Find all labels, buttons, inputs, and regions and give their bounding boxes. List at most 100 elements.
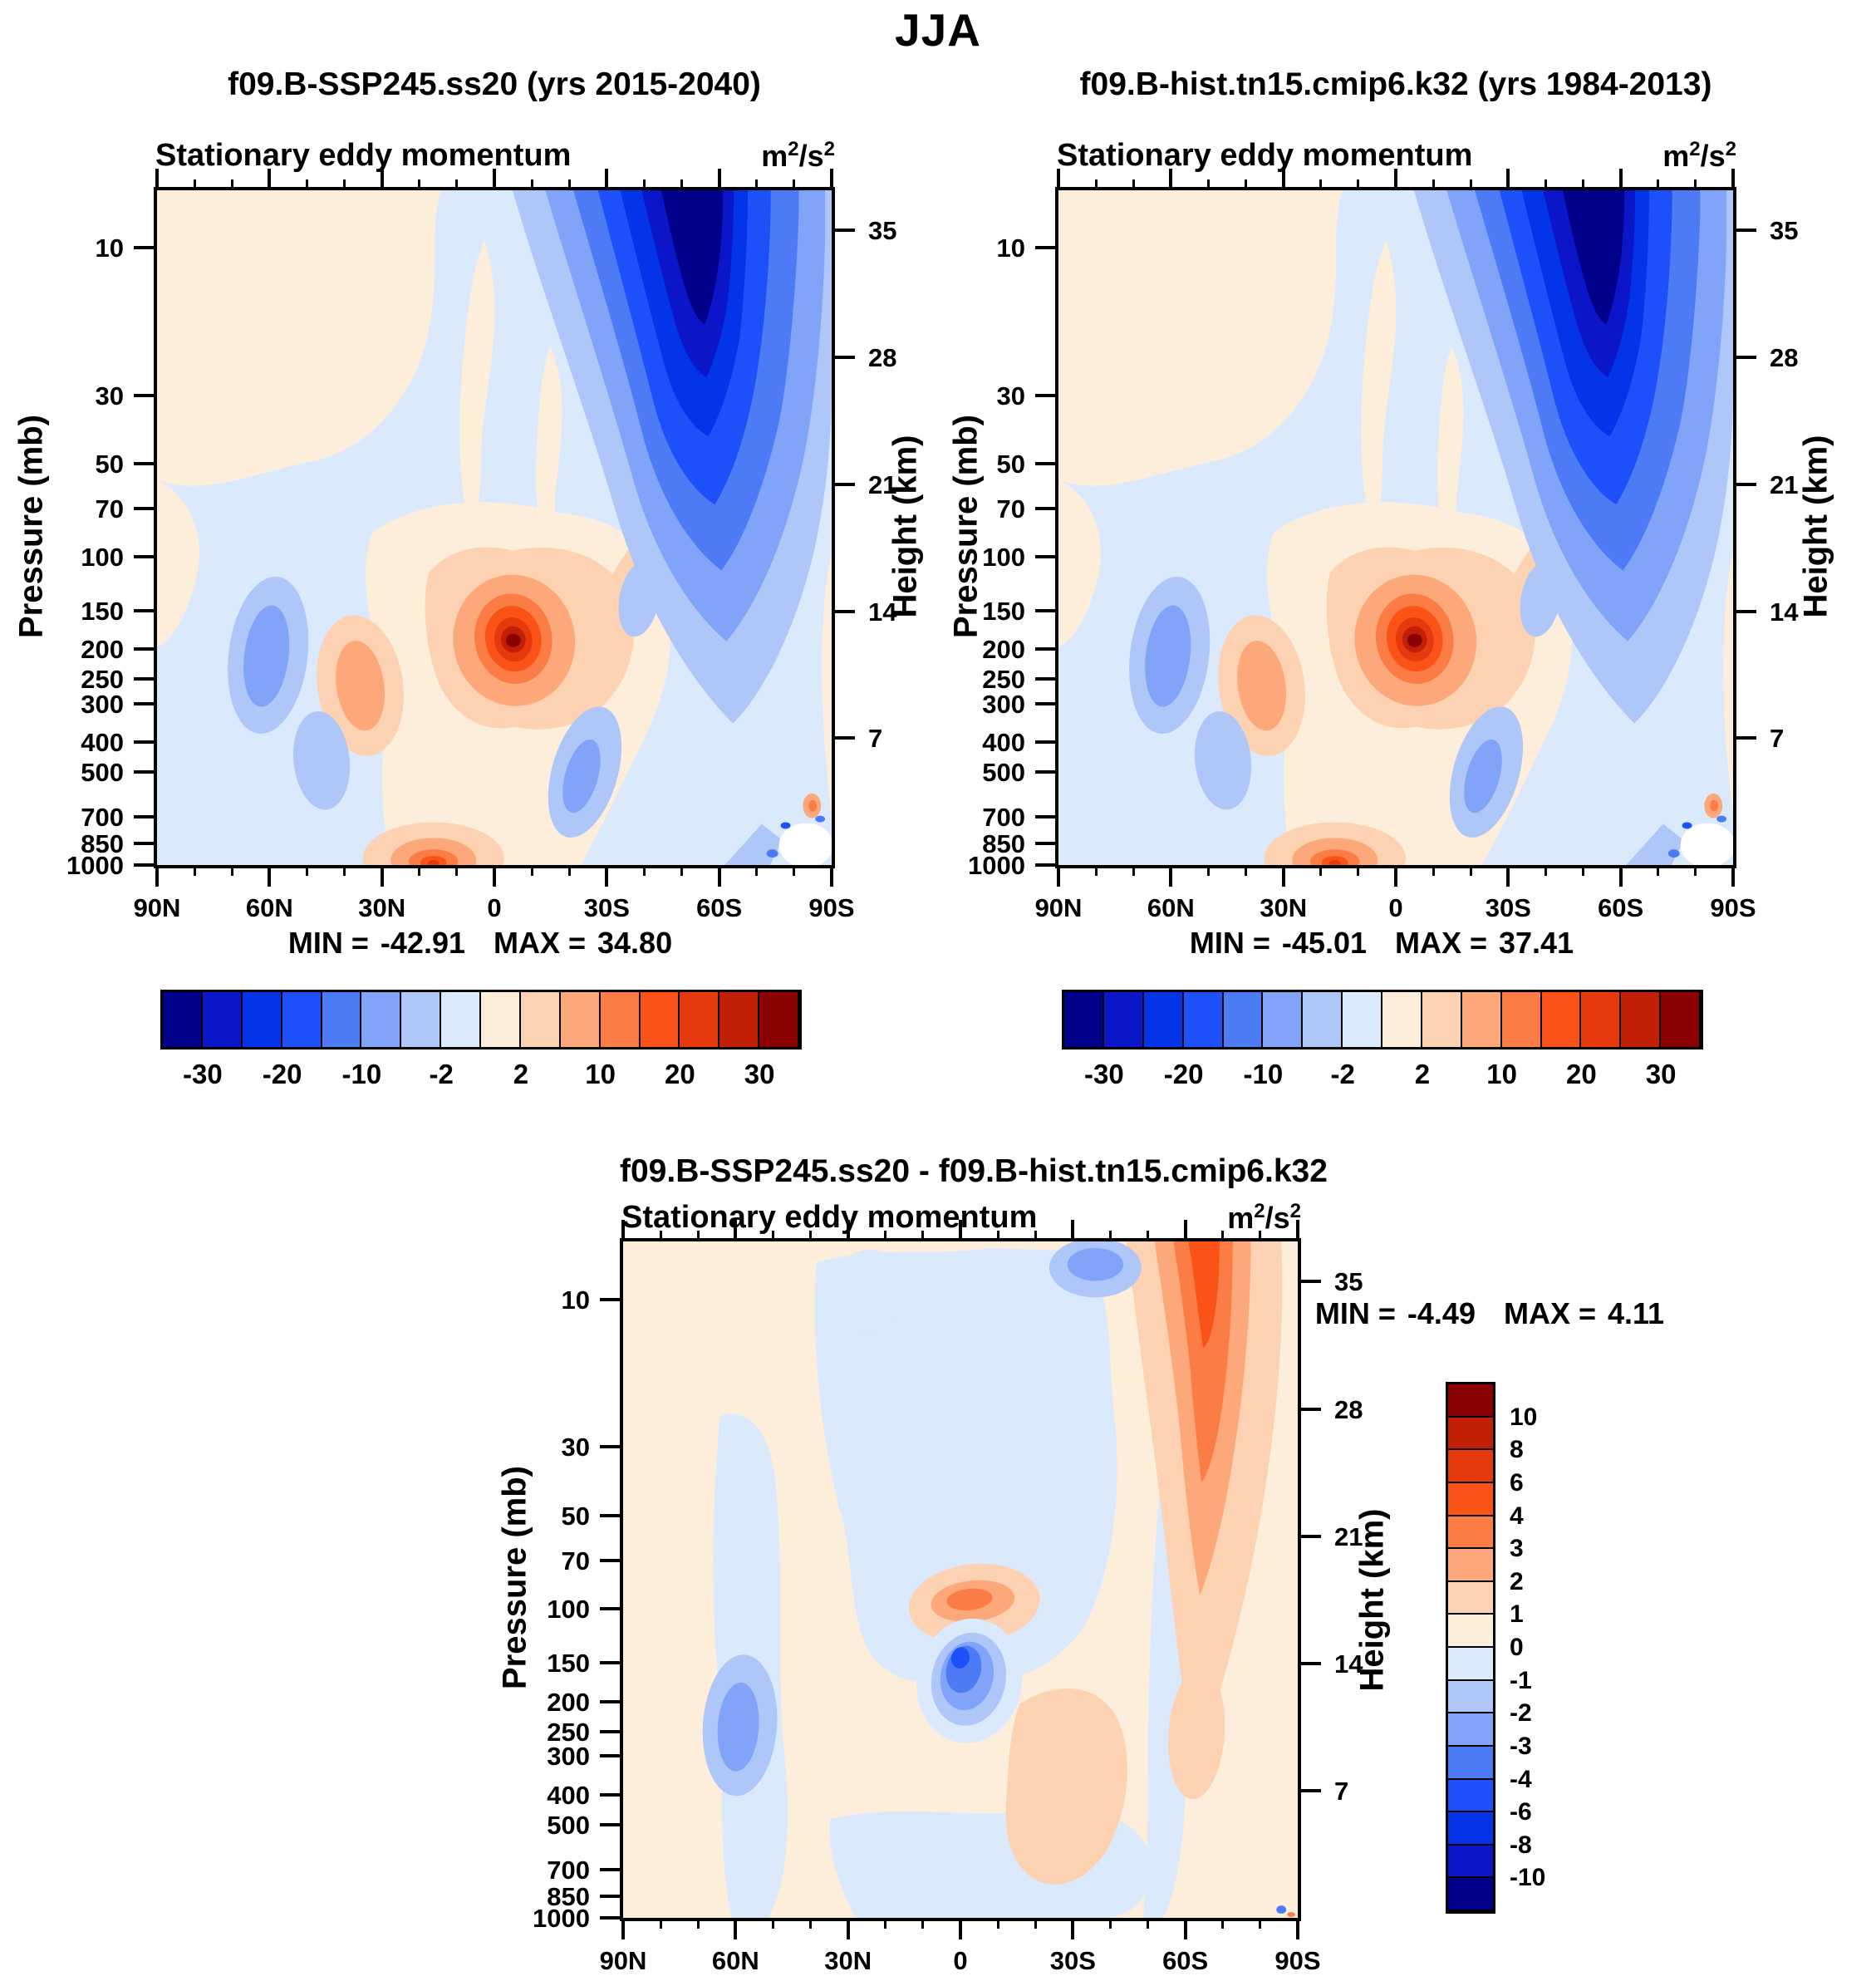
pressure-tick bbox=[1035, 507, 1058, 511]
pressure-tick bbox=[134, 507, 157, 511]
lat-major-tick bbox=[1296, 1220, 1299, 1241]
lat-tick-label: 0 bbox=[953, 1946, 968, 1975]
colorbar-label: 3 bbox=[1510, 1535, 1524, 1563]
colorbar-cell bbox=[520, 992, 561, 1047]
pressure-tick-label: 30 bbox=[996, 381, 1025, 410]
lat-major-tick bbox=[830, 865, 833, 887]
min-label: MIN = bbox=[287, 926, 369, 960]
pressure-axis-label-left: Pressure (mb) bbox=[12, 415, 50, 638]
panel-diff-minmax: MIN = -4.49 MAX = 4.11 bbox=[1282, 1296, 1697, 1331]
lat-tick-label: 30N bbox=[1260, 893, 1308, 922]
lat-major-tick bbox=[959, 1918, 962, 1939]
height-tick-label: 35 bbox=[1770, 216, 1799, 246]
lat-minor-tick bbox=[1432, 865, 1435, 876]
axis-lat-top bbox=[1057, 169, 1735, 865]
colorbar-cell bbox=[1343, 992, 1382, 1047]
lat-minor-tick bbox=[1469, 179, 1472, 190]
pressure-tick bbox=[600, 1661, 623, 1665]
pressure-tick-label: 250 bbox=[547, 1717, 590, 1747]
height-tick-label: 28 bbox=[1334, 1394, 1363, 1424]
lat-minor-tick bbox=[1206, 179, 1210, 190]
colorbar-cell bbox=[1448, 1878, 1493, 1911]
lat-minor-tick bbox=[1694, 865, 1697, 876]
pressure-tick bbox=[600, 1822, 623, 1826]
height-tick bbox=[1298, 1534, 1321, 1538]
lat-minor-tick bbox=[530, 179, 533, 190]
height-tick-label: 35 bbox=[1334, 1267, 1363, 1297]
height-tick-label: 7 bbox=[868, 724, 883, 754]
lat-major-tick bbox=[734, 1220, 738, 1241]
height-tick bbox=[1298, 1407, 1321, 1411]
lat-major-tick bbox=[1281, 169, 1285, 190]
height-tick bbox=[832, 609, 855, 613]
pressure-tick-label: 400 bbox=[81, 728, 124, 758]
colorbar-cell bbox=[1501, 992, 1542, 1047]
pressure-tick bbox=[134, 461, 157, 465]
colorbar-label: 30 bbox=[1645, 1059, 1677, 1089]
lat-minor-tick bbox=[884, 1231, 887, 1241]
lat-minor-tick bbox=[1094, 179, 1098, 190]
lat-major-tick bbox=[155, 169, 159, 190]
axis-lat-bottom: 90N 60N 30N 0 30S 60S 90S bbox=[134, 190, 855, 921]
lat-minor-tick bbox=[305, 179, 308, 190]
lat-major-tick bbox=[605, 865, 609, 887]
colorbar-cell bbox=[1448, 1812, 1493, 1846]
pressure-tick bbox=[134, 770, 157, 774]
lat-major-tick bbox=[1731, 169, 1735, 190]
colorbar-label: -2 bbox=[1510, 1699, 1532, 1728]
colorbar-label: 30 bbox=[744, 1059, 775, 1089]
height-tick-label: 28 bbox=[1770, 343, 1799, 373]
pressure-tick-label: 300 bbox=[547, 1742, 590, 1772]
pressure-tick-label: 1000 bbox=[533, 1904, 590, 1933]
colorbar-cell bbox=[441, 992, 481, 1047]
lat-major-tick bbox=[268, 865, 272, 887]
panel-diff-title: f09.B-SSP245.ss20 - f09.B-hist.tn15.cmip… bbox=[620, 1153, 1328, 1189]
pressure-tick bbox=[600, 1868, 623, 1872]
lat-minor-tick bbox=[1319, 179, 1323, 190]
colorbar-cell bbox=[1448, 1417, 1493, 1451]
lat-major-tick bbox=[621, 1918, 625, 1939]
colorbar-cell bbox=[481, 992, 521, 1047]
lat-minor-tick bbox=[793, 865, 796, 876]
pressure-tick bbox=[1035, 554, 1058, 558]
contour-plot-diff: 90N 60N 30N 0 30S 60S 90S 10 30 50 70 100 150 200 250… bbox=[533, 1220, 1363, 1974]
pressure-tick bbox=[134, 647, 157, 651]
colorbar-cell bbox=[361, 992, 402, 1047]
pressure-tick bbox=[1035, 246, 1058, 250]
lat-tick-label: 90S bbox=[1274, 1946, 1321, 1975]
panel-diff-units: m2/s2 bbox=[1227, 1200, 1301, 1235]
colorbar-cell bbox=[1223, 992, 1264, 1047]
lat-minor-tick bbox=[755, 865, 759, 876]
lat-tick-label: 60N bbox=[1147, 893, 1195, 922]
panel-right-subtitle: Stationary eddy momentum bbox=[1057, 138, 1473, 173]
lat-minor-tick bbox=[1259, 1918, 1262, 1929]
colorbar-cell bbox=[1581, 992, 1622, 1047]
lat-major-tick bbox=[1506, 865, 1510, 887]
pressure-tick bbox=[134, 246, 157, 250]
height-axis-label-left: Height (km) bbox=[886, 435, 924, 618]
colorbar-cell bbox=[1448, 1450, 1493, 1483]
colorbar-label: -4 bbox=[1510, 1765, 1532, 1793]
lat-major-tick bbox=[1183, 1220, 1187, 1241]
height-tick bbox=[1733, 482, 1756, 486]
lat-tick-label: 0 bbox=[1388, 893, 1403, 922]
colorbar-cell bbox=[1422, 992, 1462, 1047]
lat-minor-tick bbox=[1147, 1231, 1150, 1241]
colorbar-cell bbox=[1461, 992, 1502, 1047]
min-label: MIN = bbox=[1314, 1296, 1396, 1330]
colorbar-cell bbox=[1448, 1648, 1493, 1681]
lat-minor-tick bbox=[1034, 1231, 1037, 1241]
lat-minor-tick bbox=[771, 1918, 774, 1929]
lat-minor-tick bbox=[343, 179, 346, 190]
colorbar-cell bbox=[1448, 1549, 1493, 1582]
lat-minor-tick bbox=[567, 865, 571, 876]
min-value: -4.49 bbox=[1407, 1296, 1476, 1330]
lat-minor-tick bbox=[567, 179, 571, 190]
pressure-tick bbox=[1035, 393, 1058, 397]
colorbar-label: 20 bbox=[665, 1059, 695, 1089]
max-label: MAX = bbox=[1394, 926, 1488, 960]
pressure-tick-label: 700 bbox=[982, 803, 1025, 833]
pressure-tick-label: 500 bbox=[547, 1810, 590, 1840]
height-tick-label: 14 bbox=[868, 597, 897, 627]
colorbar-label: -20 bbox=[1163, 1059, 1204, 1089]
